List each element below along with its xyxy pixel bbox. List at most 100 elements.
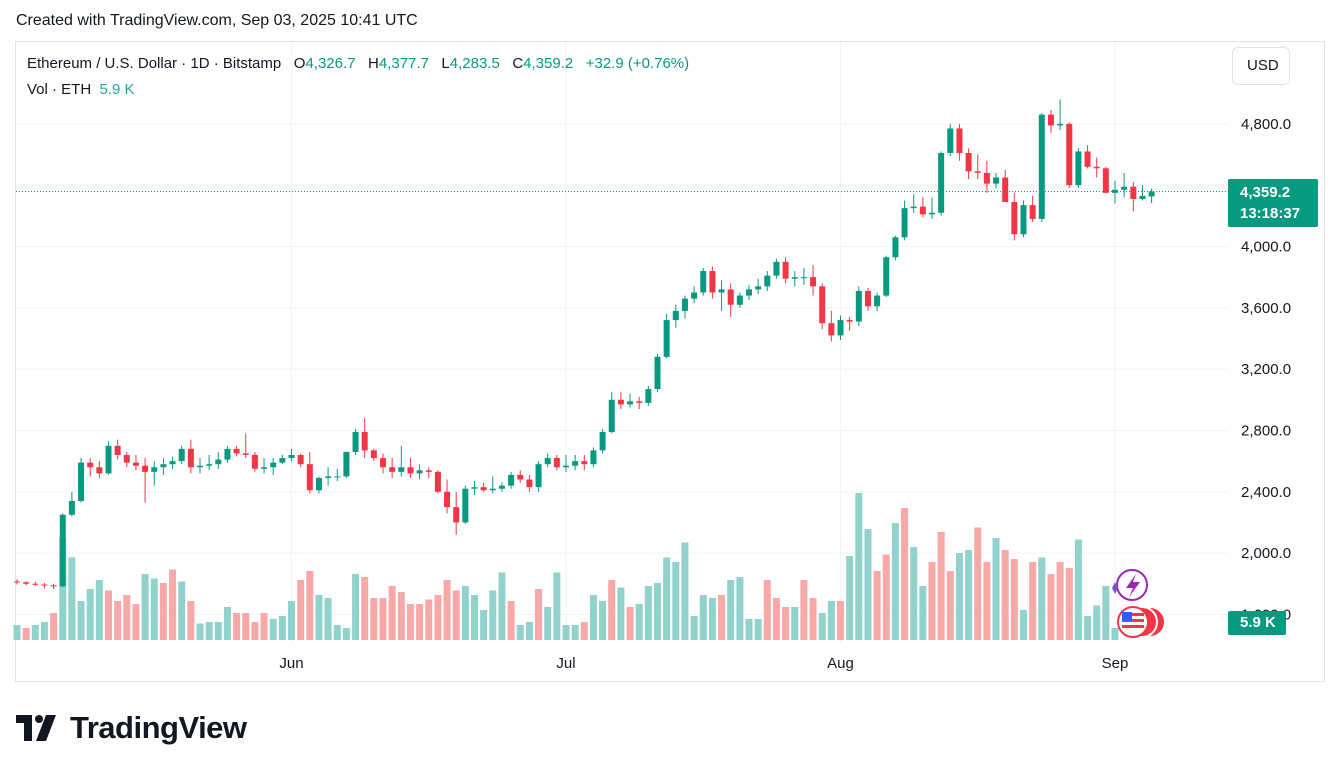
candle	[251, 451, 258, 472]
price-tick-label: 3,600.0	[1241, 300, 1291, 317]
candle-body	[23, 582, 30, 584]
open-label: O	[293, 55, 306, 72]
volume-bar	[480, 610, 488, 640]
volume-value: 5.9 K	[99, 81, 135, 98]
candle	[1020, 200, 1027, 238]
volume-bar	[333, 625, 341, 640]
candle	[910, 194, 917, 213]
volume-bar	[1047, 574, 1055, 640]
economic-event-icon[interactable]	[1117, 606, 1166, 638]
volume-bar	[178, 581, 186, 640]
volume-bar	[608, 580, 616, 640]
candle	[846, 317, 853, 331]
candle-body	[279, 458, 286, 463]
candle-body	[883, 257, 890, 296]
volume-bar	[306, 571, 314, 640]
candle	[1002, 169, 1009, 203]
volume-bar	[516, 625, 524, 640]
candle	[553, 454, 560, 471]
event-markers	[1112, 569, 1166, 638]
candle-body	[187, 448, 194, 468]
candle	[215, 451, 222, 469]
volume-bars	[13, 493, 1119, 640]
volume-bar	[1010, 559, 1018, 640]
volume-bar	[974, 527, 982, 640]
volume-bar	[471, 595, 478, 640]
candle	[1093, 157, 1100, 178]
candle-body	[1102, 168, 1109, 193]
volume-tag: 5.9 K	[1228, 611, 1286, 635]
chart-frame[interactable]	[15, 41, 1325, 682]
candle	[197, 458, 203, 474]
candle-body	[105, 445, 112, 474]
volume-bar	[818, 613, 826, 640]
candle	[315, 476, 322, 494]
volume-bar	[13, 625, 21, 640]
volume-bar	[452, 590, 460, 640]
close-value: 4,359.2	[523, 55, 574, 72]
time-axis: Jun Jul Aug Sep	[279, 655, 1128, 672]
volume-bar	[425, 599, 433, 640]
candle	[425, 467, 432, 478]
candle	[416, 464, 423, 480]
price-tick-label: 4,000.0	[1241, 239, 1291, 256]
volume-bar	[169, 569, 177, 640]
volume-bar	[663, 557, 671, 640]
volume-bar	[736, 577, 744, 640]
candle	[700, 267, 707, 296]
candle	[901, 200, 908, 241]
candle	[187, 439, 194, 474]
last-price-tag: 4,359.2 13:18:37	[1228, 179, 1318, 227]
volume-bar	[535, 589, 543, 640]
candle-body	[59, 514, 66, 587]
candle-body	[425, 470, 432, 472]
candle-body	[700, 271, 707, 293]
volume-bar	[599, 601, 607, 640]
high-label: H	[368, 55, 379, 72]
candle-body	[929, 212, 935, 215]
candle	[96, 461, 103, 478]
volume-bar	[965, 550, 973, 640]
candle	[672, 304, 679, 328]
lightning-event-icon[interactable]	[1112, 569, 1148, 601]
bar-countdown: 13:18:37	[1240, 205, 1301, 222]
candle-body	[855, 290, 862, 322]
volume-bar	[251, 622, 259, 640]
candle-body	[791, 277, 798, 279]
candle-body	[416, 470, 423, 474]
volume-bar	[361, 577, 369, 640]
candle	[151, 461, 158, 486]
volume-bar	[352, 574, 360, 640]
candle	[938, 151, 945, 216]
candle	[764, 271, 771, 291]
candle	[306, 451, 313, 494]
tradingview-logo[interactable]: TradingView	[16, 708, 247, 748]
candle-body	[846, 320, 853, 322]
candle	[599, 428, 606, 454]
symbol-title: Ethereum / U.S. Dollar · 1D · Bitstamp	[27, 55, 282, 72]
candle	[1121, 172, 1128, 198]
volume-bar	[937, 532, 945, 640]
candle-body	[892, 237, 899, 258]
candle	[434, 470, 441, 494]
time-tick-label: Aug	[827, 655, 854, 672]
candle-body	[68, 500, 75, 515]
candle-body	[251, 454, 258, 469]
candle	[288, 448, 295, 462]
candle	[855, 286, 862, 327]
candle-body	[810, 277, 817, 287]
candle	[178, 445, 185, 465]
candle-body	[1075, 151, 1082, 186]
high-value: 4,377.7	[378, 55, 429, 72]
candle	[1057, 99, 1064, 130]
candle-body	[1121, 186, 1128, 190]
candle	[617, 392, 624, 409]
currency-button[interactable]: USD	[1232, 47, 1290, 85]
candle-body	[343, 451, 350, 477]
volume-bar	[1029, 562, 1037, 640]
candle-body	[910, 206, 917, 209]
candle-body	[599, 431, 606, 451]
candle	[1148, 188, 1155, 203]
candle-body	[325, 476, 332, 478]
